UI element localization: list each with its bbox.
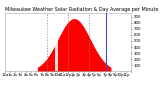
Text: Milwaukee Weather Solar Radiation & Day Average per Minute W/m2 (Today): Milwaukee Weather Solar Radiation & Day …	[5, 7, 160, 12]
